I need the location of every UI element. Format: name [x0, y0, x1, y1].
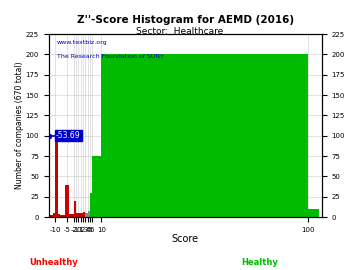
Bar [90, 193, 92, 217]
Bar [67, 185, 69, 217]
Bar [51, 215, 53, 217]
Bar [78, 213, 81, 217]
Bar [308, 209, 319, 217]
Bar [55, 136, 58, 217]
Bar [53, 213, 55, 217]
Bar [74, 201, 76, 217]
Text: Healthy: Healthy [241, 258, 278, 267]
Bar [81, 213, 83, 217]
Title: Z''-Score Histogram for AEMD (2016): Z''-Score Histogram for AEMD (2016) [77, 15, 294, 25]
X-axis label: Score: Score [172, 234, 199, 244]
Bar [58, 214, 60, 217]
Text: www.textbiz.org: www.textbiz.org [57, 40, 107, 45]
Bar [49, 215, 51, 217]
Y-axis label: Number of companies (670 total): Number of companies (670 total) [15, 62, 24, 190]
Bar [65, 185, 67, 217]
Bar [62, 215, 65, 217]
Text: -53.69: -53.69 [56, 131, 81, 140]
Text: Unhealthy: Unhealthy [30, 258, 78, 267]
Bar [83, 212, 85, 217]
Bar [102, 55, 308, 217]
Bar [60, 215, 62, 217]
Text: The Research Foundation of SUNY: The Research Foundation of SUNY [57, 54, 164, 59]
Text: Sector:  Healthcare: Sector: Healthcare [136, 27, 224, 36]
Bar [72, 214, 74, 217]
Bar [69, 214, 72, 217]
Bar [92, 156, 102, 217]
Bar [76, 213, 78, 217]
Bar [87, 211, 90, 217]
Bar [85, 213, 87, 217]
